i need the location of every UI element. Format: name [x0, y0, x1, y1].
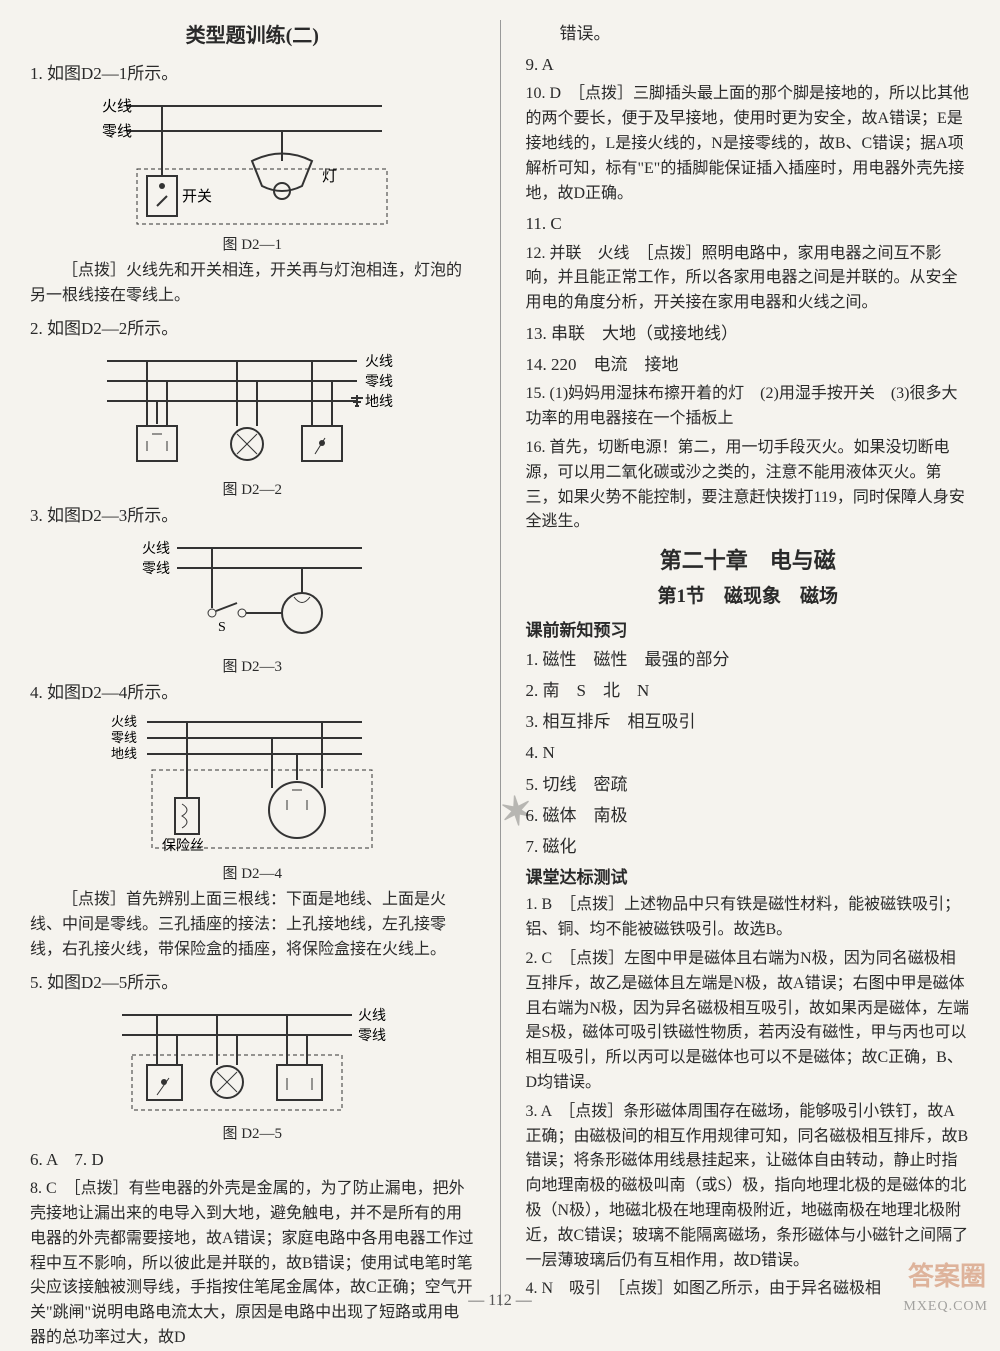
label-di4: 地线: [111, 746, 137, 761]
caption-d2-4: 图 D2—4: [30, 862, 475, 886]
hint4: ［点拨］首先辨别上面三根线：下面是地线、上面是火线、中间是零线。三孔插座的接法：…: [30, 888, 475, 962]
p6: 6. 磁体 南极: [526, 802, 971, 829]
label-ling: 零线: [102, 123, 132, 140]
q14: 14. 220 电流 接地: [526, 351, 971, 378]
q5: 5. 如图D2—5所示。: [30, 969, 475, 996]
q10: 10. D ［点拨］三脚插头最上面的那个脚是接地的，所以比其他的两个要长，便于及…: [526, 82, 971, 206]
q2: 2. 如图D2—2所示。: [30, 315, 475, 342]
p1: 1. 磁性 磁性 最强的部分: [526, 646, 971, 673]
label-s: S: [218, 620, 226, 635]
label-di2: 地线: [365, 394, 393, 410]
p5: 5. 切线 密疏: [526, 771, 971, 798]
q12: 12. 并联 火线 ［点拨］照明电路中，家用电器之间互不影响，并且能正常工作，所…: [526, 242, 971, 316]
page-footer: — 112 —: [0, 1288, 1000, 1314]
diagram-d2-3: 火线 零线 S: [122, 533, 382, 653]
p7: 7. 磁化: [526, 833, 971, 860]
hint1: ［点拨］火线先和开关相连，开关再与灯泡相连，灯泡的另一根线接在零线上。: [30, 259, 475, 309]
diagram-d2-2: 火线 零线 地线: [97, 346, 407, 476]
section-title-r: 第1节 磁现象 磁场: [526, 582, 971, 612]
diagram-d2-4: 火线 零线 地线 保险丝: [97, 710, 407, 860]
watermark-text: 答案圈: [908, 1256, 986, 1298]
q3: 3. 如图D2—3所示。: [30, 502, 475, 529]
t2: 2. C ［点拨］左图中甲是磁体且右端为N极，因为同名磁极相互排斥，故乙是磁体且…: [526, 947, 971, 1096]
watermark-url: MXEQ.COM: [903, 1296, 988, 1318]
q1: 1. 如图D2—1所示。: [30, 60, 475, 87]
q13: 13. 串联 大地（或接地线）: [526, 320, 971, 347]
q4: 4. 如图D2—4所示。: [30, 679, 475, 706]
section-title: 类型题训练(二): [30, 20, 475, 52]
q67: 6. A 7. D: [30, 1146, 475, 1173]
left-column: 类型题训练(二) 1. 如图D2—1所示。 火线 零线 开关 灯 图 D2—1 …: [30, 20, 475, 1306]
preview-head: 课前新知预习: [526, 617, 971, 644]
q11: 11. C: [526, 210, 971, 237]
t1: 1. B ［点拨］上述物品中只有铁是磁性材料，能被磁铁吸引；铝、铜、均不能被磁铁…: [526, 893, 971, 943]
diagram-d2-5: 火线 零线: [102, 1000, 402, 1120]
diagram-d2-1: 火线 零线 开关 灯: [102, 91, 402, 231]
label-huo5: 火线: [358, 1008, 386, 1024]
q8end: 错误。: [526, 20, 971, 47]
label-lamp: 灯: [322, 168, 337, 185]
right-column: 错误。 9. A 10. D ［点拨］三脚插头最上面的那个脚是接地的，所以比其他…: [526, 20, 971, 1306]
label-huo2: 火线: [365, 354, 393, 370]
label-switch: 开关: [182, 188, 212, 205]
p4: 4. N: [526, 739, 971, 766]
page-container: 类型题训练(二) 1. 如图D2—1所示。 火线 零线 开关 灯 图 D2—1 …: [30, 20, 970, 1306]
q9: 9. A: [526, 51, 971, 78]
label-ling3: 零线: [142, 561, 170, 577]
column-divider: [500, 20, 501, 1306]
p3: 3. 相互排斥 相互吸引: [526, 708, 971, 735]
label-huo: 火线: [102, 98, 132, 115]
p2: 2. 南 S 北 N: [526, 677, 971, 704]
chapter-title: 第二十章 电与磁: [526, 543, 971, 578]
label-ling2: 零线: [365, 374, 393, 390]
label-fuse: 保险丝: [162, 838, 204, 854]
label-huo3: 火线: [142, 541, 170, 557]
label-ling4: 零线: [111, 730, 137, 745]
caption-d2-1: 图 D2—1: [30, 233, 475, 257]
q16: 16. 首先，切断电源！第二，用一切手段灭火。如果没切断电源，可以用二氧化碳或沙…: [526, 436, 971, 535]
label-huo4: 火线: [111, 714, 137, 729]
test-head: 课堂达标测试: [526, 864, 971, 891]
caption-d2-5: 图 D2—5: [30, 1122, 475, 1146]
q8: 8. C ［点拨］有些电器的外壳是金属的，为了防止漏电，把外壳接地让漏出来的电导…: [30, 1177, 475, 1351]
label-ling5: 零线: [358, 1028, 386, 1044]
t3: 3. A ［点拨］条形磁体周围存在磁场，能够吸引小铁钉，故A正确；由磁极间的相互…: [526, 1100, 971, 1274]
caption-d2-3: 图 D2—3: [30, 655, 475, 679]
caption-d2-2: 图 D2—2: [30, 478, 475, 502]
q15: 15. (1)妈妈用湿抹布擦开着的灯 (2)用湿手按开关 (3)很多大功率的用电…: [526, 382, 971, 432]
